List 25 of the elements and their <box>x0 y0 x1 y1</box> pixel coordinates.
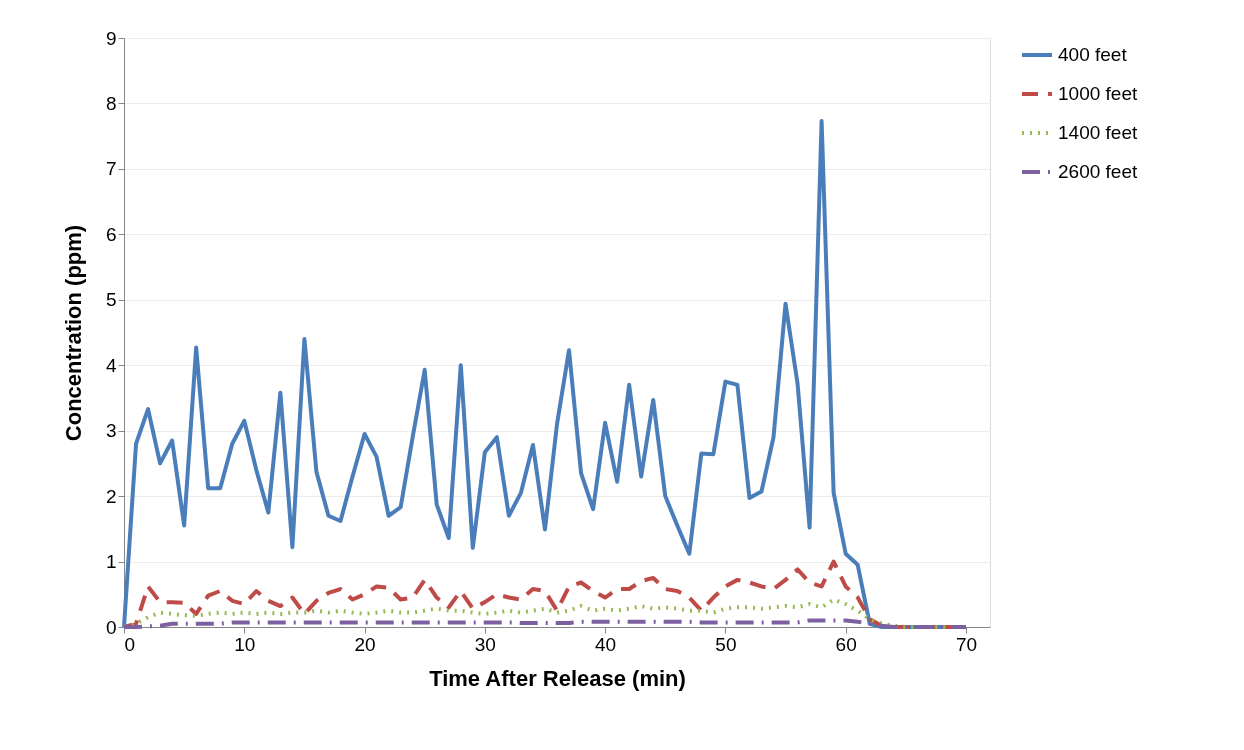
y-tick-label: 5 <box>105 289 117 311</box>
y-tick-label: 9 <box>105 27 117 49</box>
y-axis-title: Concentration (ppm) <box>60 224 86 442</box>
line-series <box>122 618 968 629</box>
x-tick-label: 30 <box>474 633 496 655</box>
y-tick-label: 1 <box>105 551 117 573</box>
y-tick-label: 0 <box>105 616 117 638</box>
y-tick-label: 3 <box>105 420 117 442</box>
legend-label: 1400 feet <box>1058 122 1138 143</box>
x-tick-label: 0 <box>124 633 136 655</box>
x-tick-label: 70 <box>955 633 978 655</box>
x-axis-title: Time After Release (min) <box>429 665 686 691</box>
x-tick-label: 20 <box>354 633 376 655</box>
x-tick-label: 50 <box>715 633 737 655</box>
y-tick-label: 6 <box>105 223 117 245</box>
y-tick-label: 7 <box>105 158 117 180</box>
y-tick-label: 4 <box>105 354 117 376</box>
y-tick-label: 8 <box>105 92 117 114</box>
legend-label: 400 feet <box>1058 44 1128 65</box>
legend-label: 1000 feet <box>1058 83 1138 104</box>
x-tick-label: 10 <box>234 633 256 655</box>
x-tick-label: 40 <box>595 633 617 655</box>
x-tick-label: 60 <box>835 633 857 655</box>
y-tick-label: 2 <box>105 485 117 507</box>
legend-label: 2600 feet <box>1058 161 1138 182</box>
